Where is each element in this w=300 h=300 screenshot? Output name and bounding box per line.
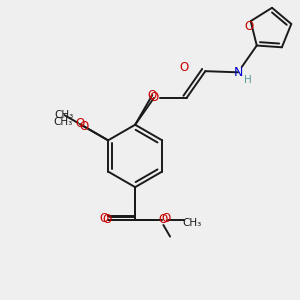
Text: O: O xyxy=(180,61,189,74)
Text: O: O xyxy=(75,118,84,130)
Text: O: O xyxy=(99,212,109,225)
Text: O: O xyxy=(102,213,112,226)
Text: O: O xyxy=(149,92,158,104)
Text: O: O xyxy=(159,213,168,226)
Text: H: H xyxy=(244,75,251,85)
Text: O: O xyxy=(161,212,170,225)
Text: N: N xyxy=(233,66,243,79)
Text: O: O xyxy=(79,120,88,133)
Text: CH₃: CH₃ xyxy=(53,117,73,127)
Text: CH₃: CH₃ xyxy=(55,110,74,120)
Text: O: O xyxy=(148,88,157,102)
Text: O: O xyxy=(244,20,254,33)
Text: CH₃: CH₃ xyxy=(182,218,201,228)
